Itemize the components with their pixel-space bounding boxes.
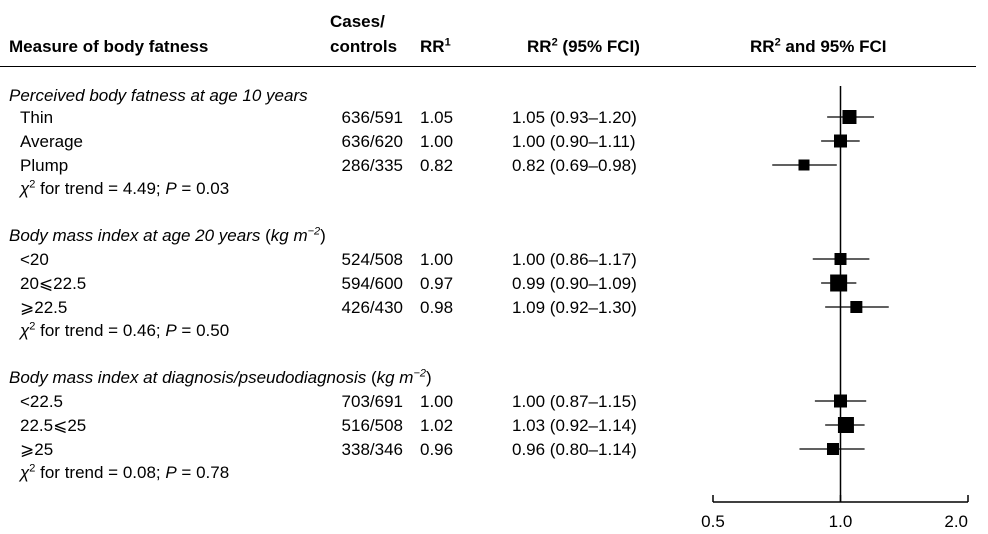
- estimate-marker: [834, 394, 847, 408]
- x-tick-label: 1.0: [829, 512, 853, 531]
- row-label: Average: [20, 132, 84, 151]
- row-cases: 594/600: [341, 274, 403, 293]
- cases-header-line1: Cases/: [330, 12, 385, 31]
- row-label: <20: [20, 250, 49, 269]
- row-label: Plump: [20, 156, 69, 175]
- row-rr2: 1.09 (0.92–1.30): [512, 298, 637, 317]
- plot-header: RR2 and 95% FCI: [750, 36, 887, 56]
- row-cases: 426/430: [341, 298, 403, 317]
- section-title: Body mass index at diagnosis/pseudodiagn…: [9, 367, 432, 387]
- row-label: 22.5⩽25: [20, 416, 87, 435]
- row-rr2: 1.00 (0.90–1.11): [512, 132, 636, 151]
- row-cases: 703/691: [341, 392, 403, 411]
- trend-test: χ2 for trend = 0.08; P = 0.78: [20, 462, 230, 482]
- section-title: Body mass index at age 20 years (kg m−2): [9, 225, 326, 245]
- estimate-marker: [826, 443, 839, 455]
- row-rr2: 1.00 (0.87–1.15): [512, 392, 637, 411]
- row-cases: 636/620: [341, 132, 403, 151]
- estimate-marker: [837, 417, 854, 433]
- section-title: Perceived body fatness at age 10 years: [9, 86, 308, 105]
- measure-header: Measure of body fatness: [9, 37, 209, 56]
- row-label: <22.5: [20, 392, 64, 411]
- row-rr2: 0.96 (0.80–1.14): [512, 440, 637, 459]
- row-rr1: 0.82: [420, 156, 454, 175]
- row-rr1: 0.97: [420, 274, 454, 293]
- row-label: Thin: [20, 108, 54, 127]
- row-rr2: 1.05 (0.93–1.20): [512, 108, 637, 127]
- row-cases: 338/346: [341, 440, 403, 459]
- rr2-header: RR2 (95% FCI): [527, 36, 640, 56]
- row-cases: 636/591: [341, 108, 403, 127]
- rr1-header: RR1: [420, 36, 451, 56]
- row-rr1: 1.00: [420, 132, 454, 151]
- row-rr2: 0.99 (0.90–1.09): [512, 274, 637, 293]
- row-cases: 516/508: [341, 416, 403, 435]
- row-rr1: 1.00: [420, 392, 454, 411]
- row-rr2: 1.03 (0.92–1.14): [512, 416, 637, 435]
- row-cases: 286/335: [341, 156, 403, 175]
- row-rr1: 0.96: [420, 440, 454, 459]
- x-tick-label: 2.0: [944, 512, 968, 531]
- row-rr1: 0.98: [420, 298, 454, 317]
- estimate-marker: [798, 159, 810, 171]
- estimate-marker: [830, 274, 848, 292]
- trend-test: χ2 for trend = 4.49; P = 0.03: [20, 178, 230, 198]
- row-label: ⩾25: [20, 440, 54, 459]
- row-rr2: 1.00 (0.86–1.17): [512, 250, 637, 269]
- row-rr2: 0.82 (0.69–0.98): [512, 156, 637, 175]
- estimate-marker: [834, 253, 847, 265]
- trend-test: χ2 for trend = 0.46; P = 0.50: [20, 320, 230, 340]
- x-tick-label: 0.5: [701, 512, 725, 531]
- estimate-marker: [850, 301, 863, 313]
- row-label: ⩾22.5: [20, 298, 68, 317]
- row-rr1: 1.02: [420, 416, 454, 435]
- header-rule: [0, 66, 976, 67]
- estimate-marker: [834, 134, 847, 148]
- estimate-marker: [842, 110, 857, 124]
- row-rr1: 1.00: [420, 250, 454, 269]
- row-cases: 524/508: [341, 250, 403, 269]
- cases-header-line2: controls: [330, 37, 398, 56]
- row-label: 20⩽22.5: [20, 274, 87, 293]
- row-rr1: 1.05: [420, 108, 454, 127]
